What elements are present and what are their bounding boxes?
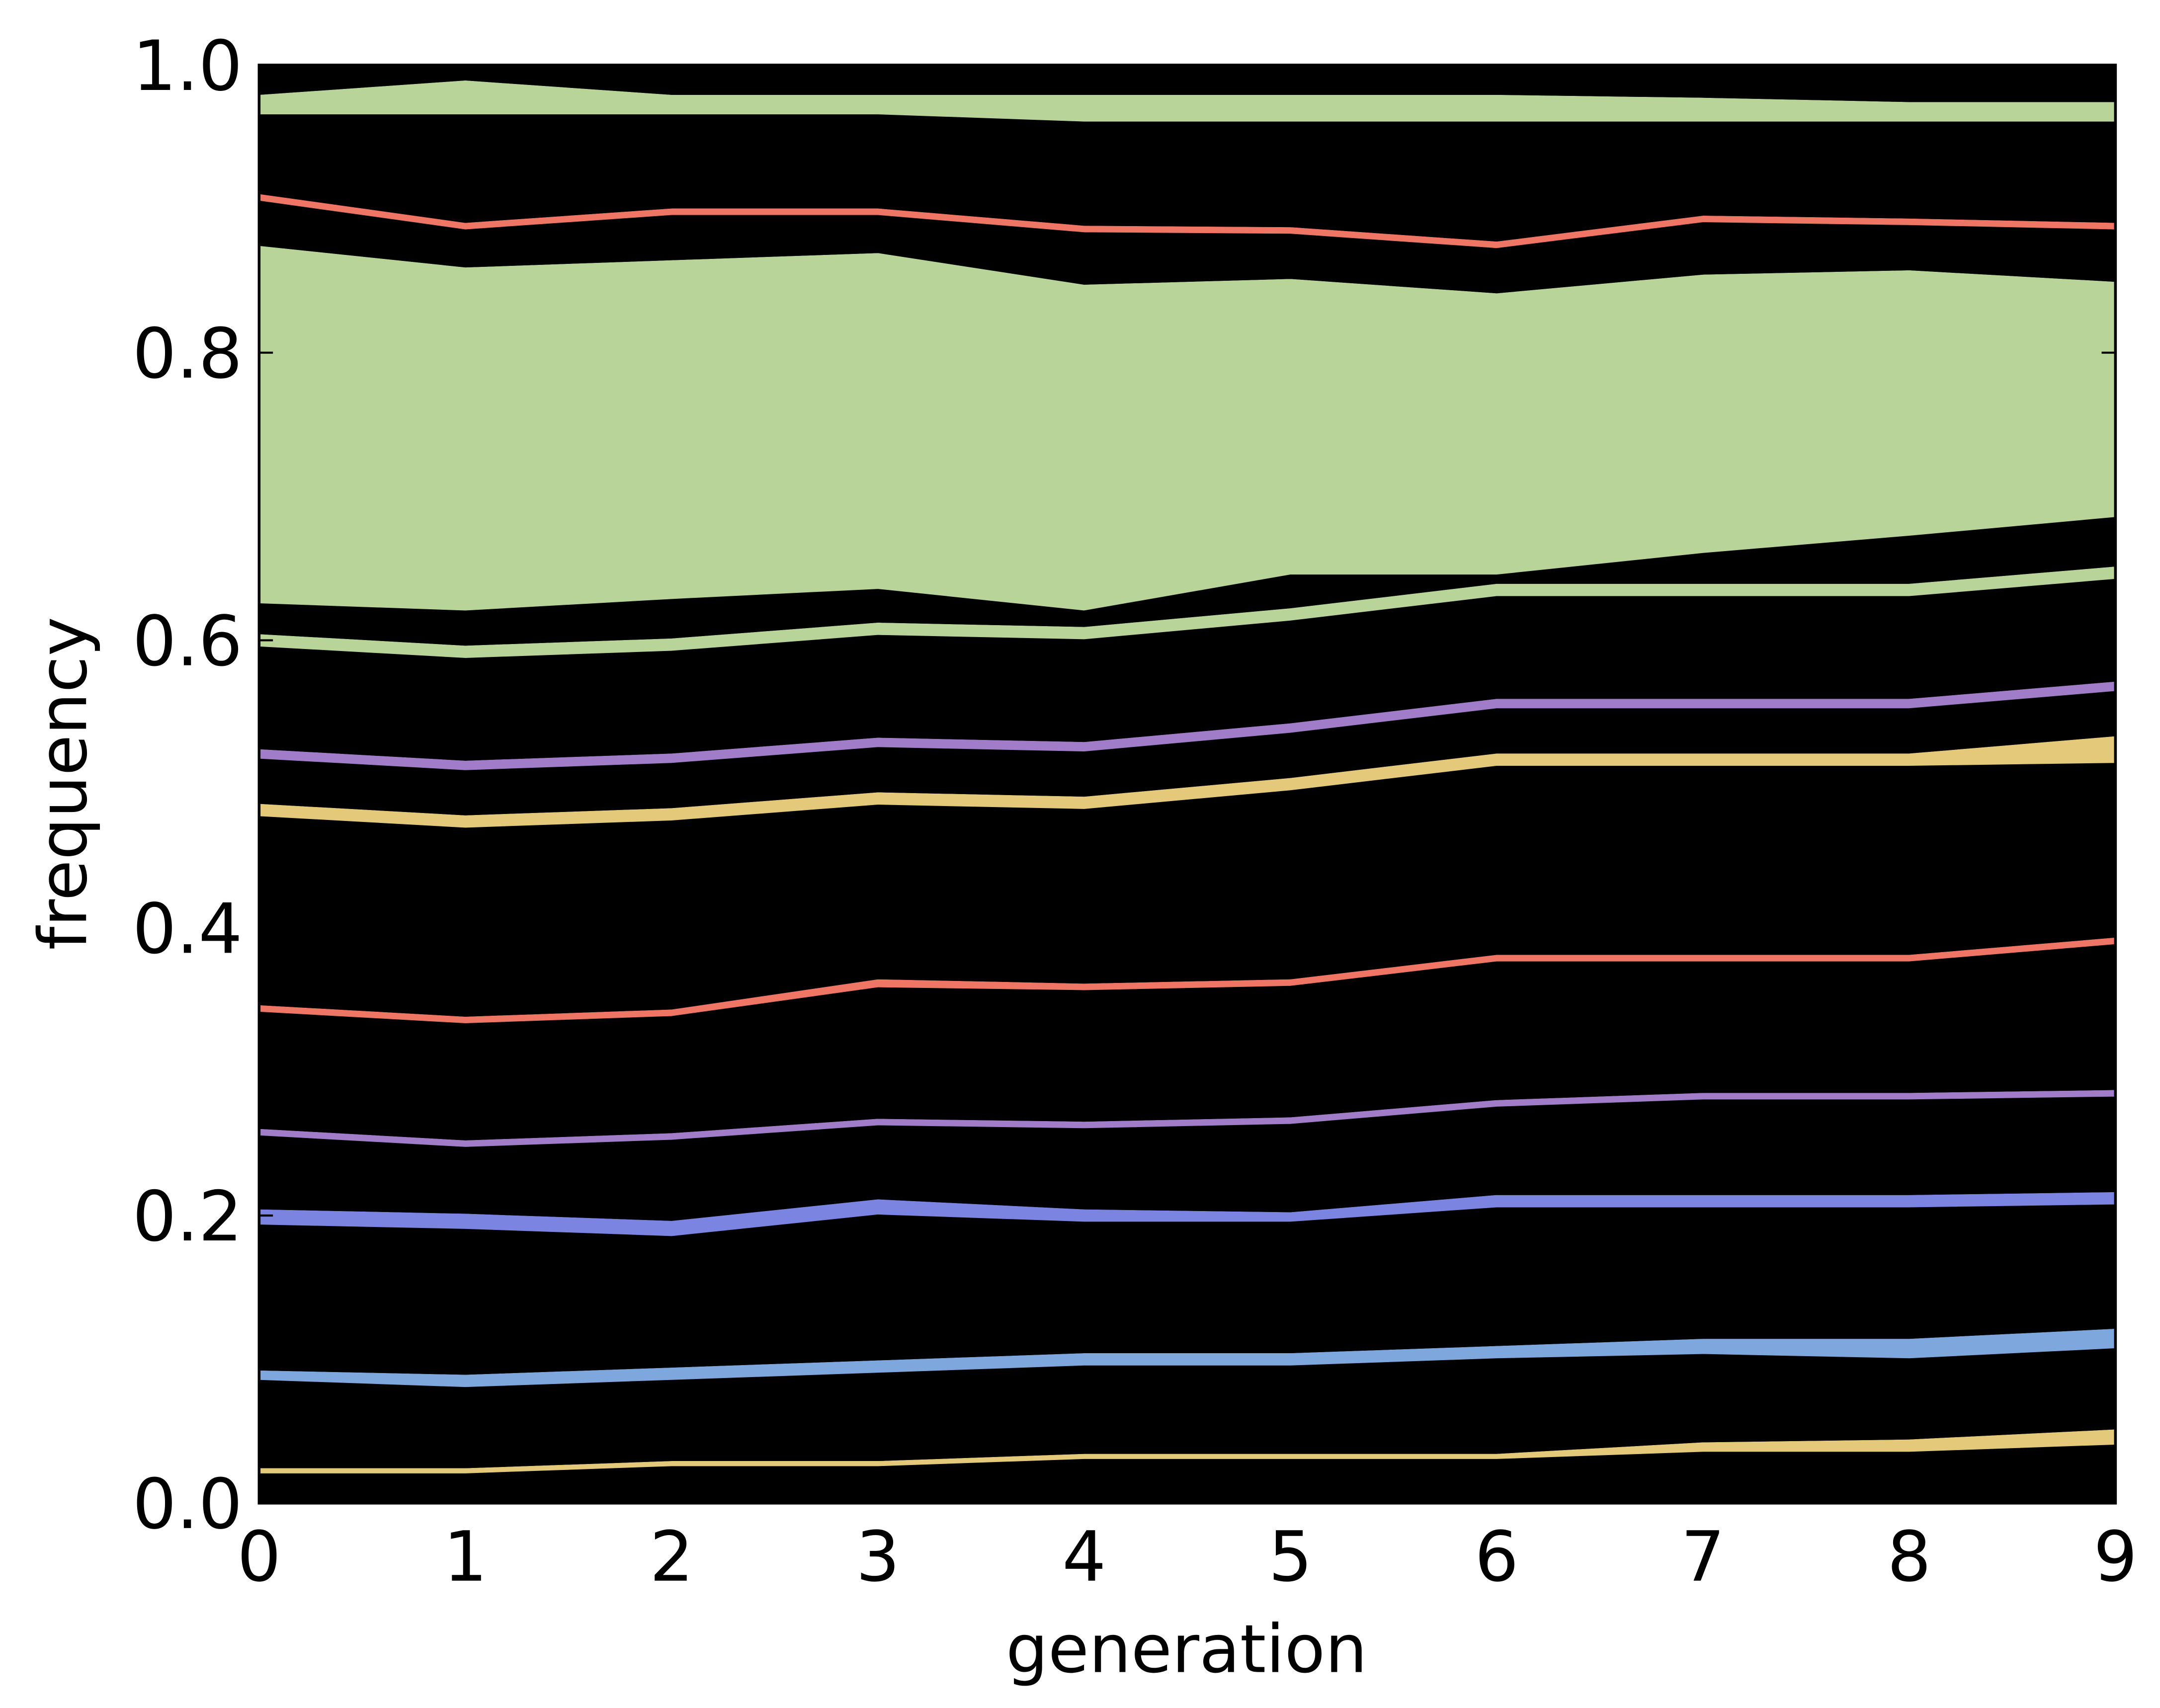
x-tick-label: 4	[1062, 1517, 1106, 1597]
x-tick-label: 5	[1268, 1517, 1313, 1597]
plot-frame	[257, 64, 2117, 1505]
y-axis-label: frequency	[24, 617, 102, 950]
x-tick-label: 7	[1681, 1517, 1725, 1597]
x-tick-label: 8	[1887, 1517, 1931, 1597]
y-tick-label: 0.4	[132, 889, 242, 969]
x-axis-label: generation	[1006, 1611, 1367, 1688]
x-tick-label: 9	[2093, 1517, 2138, 1597]
y-tick-label: 1.0	[132, 26, 242, 106]
x-tick-label: 6	[1475, 1517, 1519, 1597]
y-tick-label: 0.6	[132, 601, 242, 682]
x-tick-label: 2	[650, 1517, 694, 1597]
x-tick-label: 3	[856, 1517, 900, 1597]
x-tick-label: 1	[443, 1517, 488, 1597]
y-tick-label: 0.8	[132, 314, 242, 394]
y-tick-label: 0.2	[132, 1176, 242, 1257]
x-tick-label: 0	[237, 1517, 281, 1597]
y-tick-label: 0.0	[132, 1464, 242, 1545]
